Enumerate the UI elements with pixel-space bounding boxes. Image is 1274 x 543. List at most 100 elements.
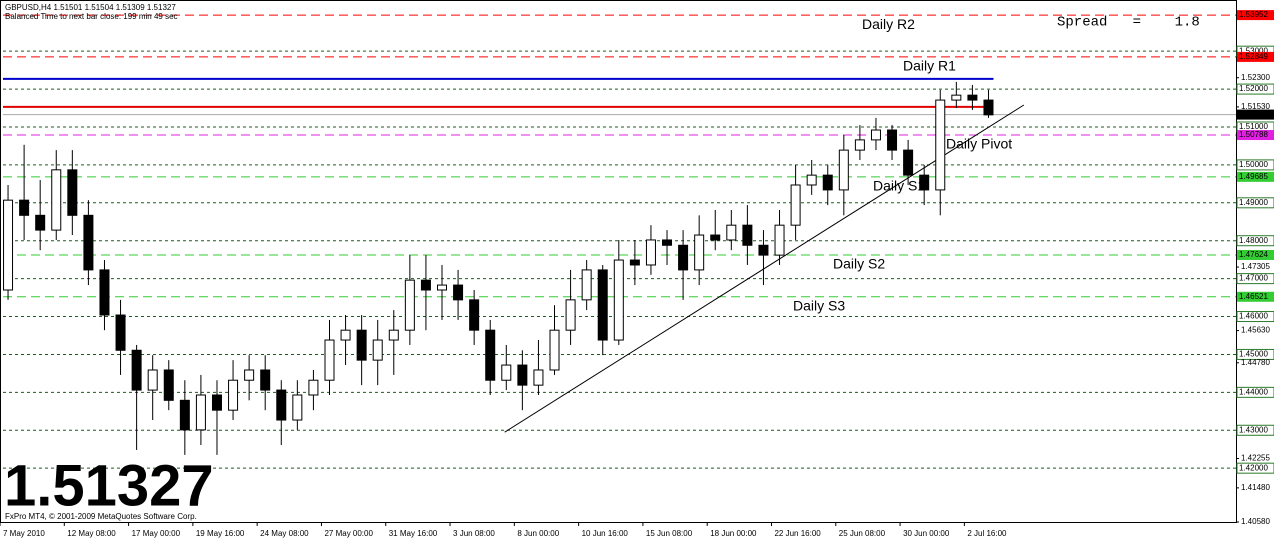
candle-body	[131, 349, 142, 391]
candle-body	[694, 234, 705, 271]
candle-body	[645, 239, 656, 266]
y-tick-label: 1.53000	[1239, 46, 1268, 55]
x-tick-label: 2 Jul 16:00	[967, 529, 1007, 538]
y-tick-label: 1.45630	[1241, 326, 1270, 335]
candle-body	[967, 94, 978, 101]
candle-body	[742, 224, 753, 246]
level-price: 1.47624	[1239, 250, 1268, 259]
price-box	[1236, 348, 1274, 360]
y-tick-label: 1.52300	[1241, 73, 1270, 82]
x-tick-label: 24 May 08:00	[260, 529, 309, 538]
candle-body	[903, 149, 914, 176]
price-box	[1236, 83, 1274, 95]
candle-body	[935, 99, 946, 191]
candle-body	[870, 129, 881, 141]
y-tick-label: 1.47305	[1241, 262, 1270, 271]
y-tick-label: 1.52000	[1239, 84, 1268, 93]
chart-title: GBPUSD,H4 1.51501 1.51504 1.51309 1.5132…	[5, 3, 176, 12]
candle-body	[404, 279, 415, 331]
candle-body	[67, 169, 78, 216]
price-box	[1236, 197, 1274, 209]
level-label: Daily S2	[833, 256, 885, 272]
candle-body	[356, 329, 367, 361]
x-tick-label: 19 May 16:00	[196, 529, 245, 538]
candle-body	[83, 214, 94, 271]
candle-body	[951, 94, 962, 101]
y-tick-label: 1.46000	[1239, 312, 1268, 321]
y-tick-label: 1.42000	[1239, 463, 1268, 472]
level-label: Daily S1	[873, 178, 925, 194]
candle-body	[774, 224, 785, 256]
candle-body	[324, 339, 335, 381]
candle-body	[276, 389, 287, 421]
price-box	[1236, 235, 1274, 247]
level-price: 1.53952	[1239, 10, 1268, 19]
candle-body	[372, 339, 383, 361]
price-box	[1236, 386, 1274, 398]
candle-body	[983, 99, 994, 116]
candle-body	[244, 369, 255, 381]
price-box	[1236, 311, 1274, 323]
candle-body	[388, 329, 399, 341]
x-tick-label: 30 Jun 00:00	[903, 529, 950, 538]
candle-body	[469, 299, 480, 331]
candle-body	[115, 314, 126, 351]
price-box	[1237, 130, 1274, 141]
x-tick-label: 22 Jun 16:00	[774, 529, 821, 538]
candle-body	[195, 394, 206, 431]
candle-body	[887, 129, 898, 151]
big-bid: 1.51327	[4, 453, 214, 518]
x-tick-label: 27 May 00:00	[324, 529, 373, 538]
candle-body	[485, 329, 496, 381]
candle-body	[211, 394, 222, 411]
candle-body	[678, 244, 689, 271]
level-price: 1.46521	[1239, 292, 1268, 301]
y-tick-label: 1.51000	[1239, 122, 1268, 131]
spread: Spread = 1.8	[1057, 15, 1200, 31]
bid-price: 1.51327	[1239, 110, 1268, 119]
y-tick-label: 1.49000	[1239, 198, 1268, 207]
candle-body	[662, 239, 673, 246]
level-price: 1.52849	[1239, 52, 1268, 61]
y-tick-label: 1.50000	[1239, 160, 1268, 169]
x-tick-label: 17 May 00:00	[132, 529, 181, 538]
candle-body	[581, 269, 592, 301]
x-tick-label: 7 May 2010	[3, 529, 45, 538]
candle-body	[597, 269, 608, 341]
candle-body	[453, 284, 464, 301]
price-box	[1236, 159, 1274, 171]
level-price: 1.50788	[1239, 130, 1268, 139]
x-tick-label: 10 Jun 16:00	[582, 529, 629, 538]
price-box	[1237, 171, 1274, 182]
candle-body	[260, 369, 271, 391]
candle-body	[163, 369, 174, 401]
candle-body	[19, 199, 30, 216]
price-box	[1236, 273, 1274, 285]
candle-body	[99, 269, 110, 316]
bid-box	[1237, 109, 1274, 120]
y-tick-label: 1.42255	[1241, 454, 1270, 463]
candle-body	[340, 329, 351, 341]
chart-subtitle: Balanced Time to next bar close: 199 min…	[5, 12, 178, 21]
candle-body	[437, 284, 448, 291]
price-box	[1237, 249, 1274, 260]
footer: FxPro MT4, © 2001-2009 MetaQuotes Softwa…	[5, 512, 197, 521]
y-tick-label: 1.41480	[1241, 483, 1270, 492]
candle-body	[179, 399, 190, 431]
x-tick-label: 31 May 16:00	[389, 529, 438, 538]
x-tick-label: 25 Jun 08:00	[839, 529, 886, 538]
candle-body	[726, 224, 737, 241]
candle-body	[822, 174, 833, 191]
candle-body	[35, 214, 46, 231]
candle-body	[854, 139, 865, 151]
candle-body	[549, 329, 560, 371]
y-tick-label: 1.47000	[1239, 274, 1268, 283]
level-label: Daily S3	[793, 297, 845, 313]
y-tick-label: 1.45000	[1239, 350, 1268, 359]
x-tick-label: 18 Jun 00:00	[710, 529, 757, 538]
price-box	[1236, 424, 1274, 436]
y-tick-label: 1.48000	[1239, 236, 1268, 245]
candle-body	[292, 394, 303, 421]
price-box	[1237, 10, 1274, 21]
